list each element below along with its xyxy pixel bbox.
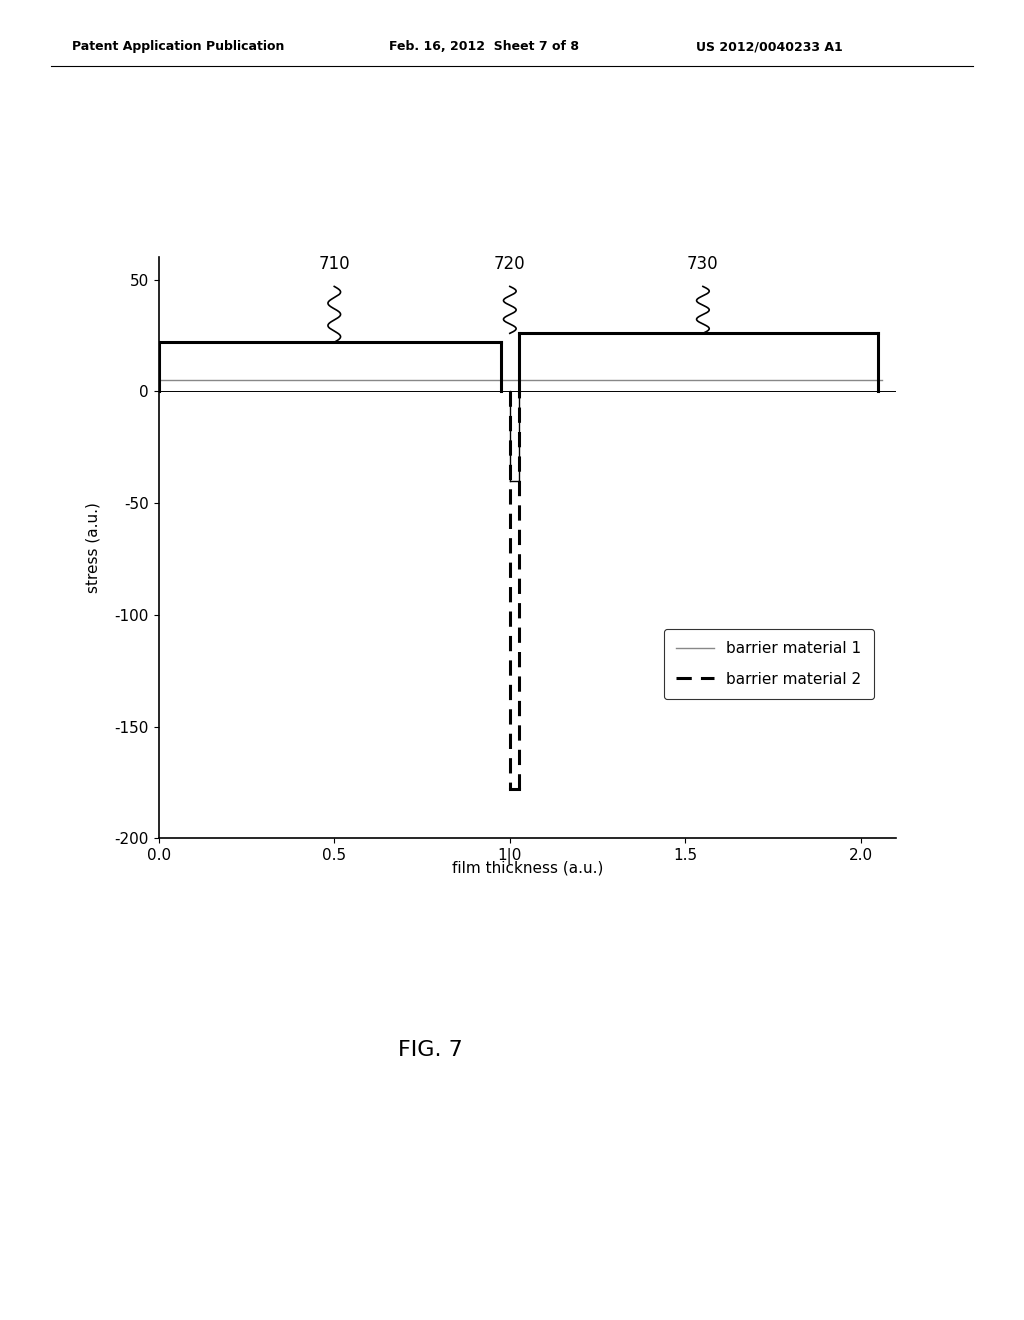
Text: 710: 710 <box>318 255 350 273</box>
Text: FIG. 7: FIG. 7 <box>397 1040 463 1060</box>
Text: 730: 730 <box>687 255 719 273</box>
Text: US 2012/0040233 A1: US 2012/0040233 A1 <box>696 40 843 53</box>
Text: Patent Application Publication: Patent Application Publication <box>72 40 284 53</box>
Text: Feb. 16, 2012  Sheet 7 of 8: Feb. 16, 2012 Sheet 7 of 8 <box>389 40 580 53</box>
Y-axis label: stress (a.u.): stress (a.u.) <box>86 503 100 593</box>
Text: 720: 720 <box>494 255 525 273</box>
Legend: barrier material 1, barrier material 2: barrier material 1, barrier material 2 <box>664 630 873 698</box>
Text: film thickness (a.u.): film thickness (a.u.) <box>452 861 603 875</box>
